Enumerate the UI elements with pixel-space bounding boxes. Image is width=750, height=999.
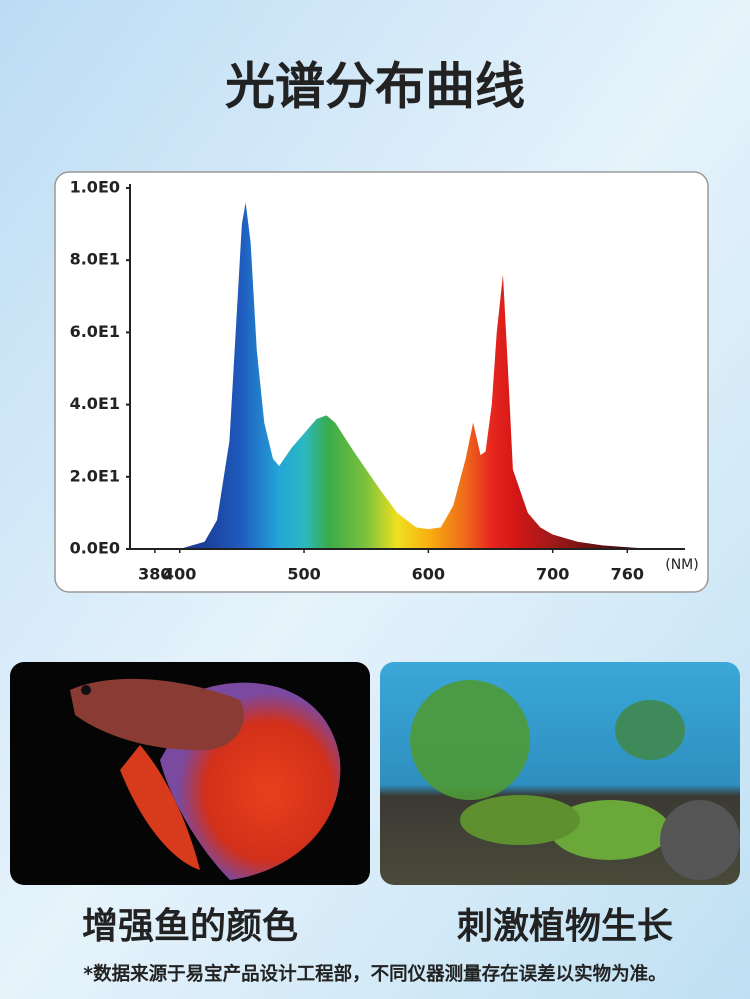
fish-photo — [10, 662, 370, 885]
spectrum-area — [179, 202, 653, 549]
y-tick-label: 8.0E1 — [70, 250, 120, 269]
x-tick-label: 500 — [287, 565, 320, 584]
y-tick-label: 4.0E1 — [70, 394, 120, 413]
y-tick-label: 6.0E1 — [70, 322, 120, 341]
x-tick-label: 760 — [611, 565, 644, 584]
page-title: 光谱分布曲线 — [225, 58, 525, 116]
x-unit: (NM) — [665, 557, 698, 573]
x-tick-label: 380 — [138, 565, 171, 584]
footnote: *数据来源于易宝产品设计工程部，不同仪器测量存在误差以实物为准。 — [83, 963, 666, 985]
y-tick-label: 2.0E1 — [70, 466, 120, 485]
x-tick-label: 600 — [412, 565, 445, 584]
x-tick-label: 400 — [163, 565, 196, 584]
plant-photo — [380, 662, 740, 885]
caption: 刺激植物生长 — [457, 906, 673, 947]
y-tick-label: 0.0E0 — [70, 539, 120, 558]
caption: 增强鱼的颜色 — [82, 906, 298, 947]
chart-card — [54, 171, 709, 593]
y-tick-label: 1.0E0 — [70, 178, 120, 197]
x-tick-label: 700 — [536, 565, 569, 584]
